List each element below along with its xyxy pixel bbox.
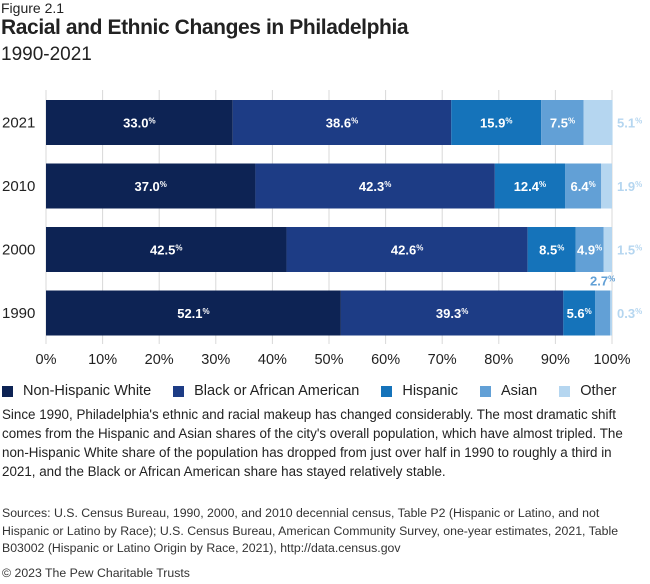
x-tick-label: 70% (428, 352, 457, 368)
y-tick-label: 2000 (2, 242, 35, 259)
bar-segment (255, 163, 495, 209)
data-label: 5.1% (617, 116, 642, 131)
legend-swatch (2, 385, 13, 397)
bar-segment (541, 100, 584, 145)
bar-segment (583, 100, 613, 145)
bar-segment (286, 227, 528, 272)
data-label: 42.6% (391, 243, 423, 258)
bar-segment (601, 163, 612, 209)
description: Since 1990, Philadelphia's ethnic and ra… (2, 407, 623, 479)
bar-segment (46, 100, 233, 145)
data-label: 12.4% (514, 179, 546, 194)
bar-segment (565, 163, 602, 209)
y-tick-label: 2010 (2, 178, 35, 195)
chart-subtitle: 1990-2021 (1, 44, 92, 65)
legend-label: Non-Hispanic White (23, 383, 152, 399)
legend-label: Black or African American (194, 383, 360, 399)
y-tick-label: 2021 (2, 115, 35, 132)
bar-segment (527, 227, 576, 272)
x-tick-label: 10% (88, 352, 117, 368)
data-label: 42.5% (150, 243, 182, 258)
bar-segment (46, 227, 287, 272)
legend-label: Hispanic (402, 383, 458, 399)
bar-segment (46, 163, 256, 209)
data-label: 0.3% (617, 306, 642, 321)
legend-label: Other (580, 383, 617, 399)
data-label: 15.9% (480, 116, 512, 131)
legend-swatch (381, 385, 393, 397)
x-tick-label: 40% (258, 352, 287, 368)
bar-segment (46, 290, 341, 336)
data-label: 38.6% (326, 116, 358, 131)
bar-segment (595, 290, 611, 336)
stacked-bar-chart: 0% 10% 20% 30% 40% 50% 60% 70% 80% 90% 100% 2021 33.… (2, 90, 642, 368)
data-label: 33.0% (123, 116, 155, 131)
figure-label: Figure 2.1 (1, 0, 65, 16)
bar-segment (232, 100, 452, 145)
bar-segment (603, 227, 612, 272)
x-tick-label: 30% (201, 352, 230, 368)
bar-segment (575, 227, 604, 272)
sources: Sources: U.S. Census Bureau, 1990, 2000,… (2, 506, 619, 555)
bar-segment (451, 100, 542, 145)
copyright: © 2023 The Pew Charitable Trusts (2, 566, 190, 580)
data-label: 52.1% (177, 306, 209, 321)
legend-swatch (173, 385, 185, 397)
bar-segment (610, 290, 612, 336)
chart-title: Racial and Ethnic Changes in Philadelphi… (1, 16, 409, 39)
legend-label: Asian (500, 383, 538, 399)
data-label: 1.5% (617, 243, 642, 258)
data-label: 1.9% (617, 179, 642, 194)
legend-item: Asian (479, 383, 538, 399)
bar-segment (563, 290, 596, 336)
legend: Non-Hispanic White Black or African Ameri… (2, 383, 639, 399)
legend-item: Other (559, 383, 617, 399)
x-tick-label: 100% (593, 352, 630, 368)
data-label: 2.7% (590, 274, 615, 289)
y-tick-label: 1990 (2, 305, 35, 322)
bar-segment (340, 290, 564, 336)
x-tick-label: 50% (314, 352, 343, 368)
legend-item: Hispanic (381, 383, 458, 399)
legend-swatch (479, 385, 491, 397)
data-label: 39.3% (436, 306, 468, 321)
legend-swatch (559, 385, 571, 397)
bar-segment (494, 163, 566, 209)
data-label: 37.0% (134, 179, 166, 194)
x-tick-label: 80% (484, 352, 513, 368)
x-tick-label: 60% (371, 352, 400, 368)
x-tick-label: 90% (541, 352, 570, 368)
x-tick-label: 0% (36, 352, 57, 368)
x-tick-label: 20% (145, 352, 174, 368)
legend-item: Black or African American (173, 383, 359, 399)
legend-item: Non-Hispanic White (2, 383, 151, 399)
data-label: 42.3% (359, 179, 391, 194)
